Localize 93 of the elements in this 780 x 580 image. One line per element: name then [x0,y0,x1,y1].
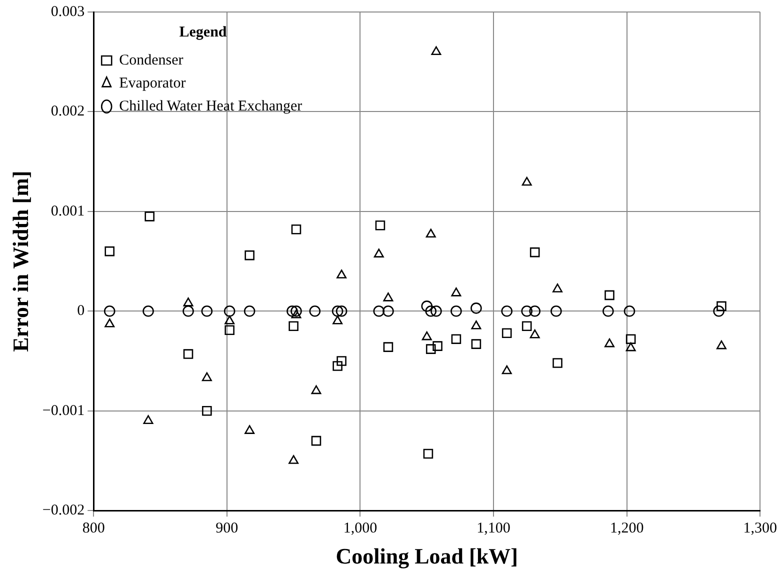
point [423,448,434,459]
point [336,270,347,278]
point [422,331,432,340]
point [426,344,436,354]
point [471,339,482,349]
point [202,372,212,382]
legend-title: Legend [179,24,228,40]
point [522,321,532,332]
legend-label: Evaporator [119,75,186,92]
y-tick-label: 0.001 [50,203,85,220]
y-tick-label: 0 [77,303,85,320]
point [104,306,116,317]
point [471,320,482,330]
point [332,315,343,324]
point [626,334,636,344]
point [373,306,385,317]
point [431,46,442,56]
point [451,288,462,296]
point [244,250,254,260]
point [550,306,562,317]
point [336,306,348,317]
point [244,425,255,434]
point [375,220,386,230]
point [450,306,462,317]
point [383,292,394,302]
point [202,406,212,416]
point [244,306,256,317]
point [183,298,194,306]
point [144,212,154,222]
point [288,455,299,464]
point [224,315,235,324]
point [290,306,302,317]
point [311,436,322,446]
point [502,365,512,374]
point [182,306,194,317]
point [604,290,614,300]
x-tick-label: 1,100 [476,520,510,537]
point [430,306,442,317]
point [336,356,346,366]
point [224,306,236,317]
point [201,306,213,317]
point [421,300,433,312]
point [288,321,298,332]
x-tick-label: 1,200 [610,520,644,537]
point [383,342,394,352]
point [626,342,636,352]
y-tick-label: 0.003 [50,4,85,20]
point [530,329,540,338]
point [502,328,512,338]
x-tick-label: 1,000 [343,520,378,537]
point [529,306,540,317]
point [332,361,342,371]
point [432,341,442,351]
x-tick-label: 800 [82,520,105,537]
point [716,301,726,312]
point [425,306,437,317]
point [332,306,344,317]
point [604,338,614,348]
point [224,325,234,335]
y-tick-label: −0.001 [42,402,85,419]
legend-label: Chilled Water Heat Exchanger [119,98,302,114]
point [470,302,482,314]
point [104,246,114,256]
point [501,306,512,317]
point [286,306,298,317]
point [311,385,322,394]
point [716,340,726,350]
point [624,306,636,317]
y-tick-label: −0.002 [42,502,85,519]
point [374,248,384,258]
point [104,318,115,328]
y-tick-label: 0.002 [50,104,85,120]
y-axis-title: Error in Width [m] [8,170,33,352]
point [291,310,302,318]
point [451,334,462,344]
point [530,247,540,258]
point [426,228,436,238]
point [552,358,562,368]
point [521,306,532,317]
point [143,415,154,424]
point [291,224,302,234]
point [602,306,614,317]
legend-label: Condenser [119,52,184,68]
x-axis-title: Cooling Load [kW] [336,543,518,568]
point [522,176,532,186]
point [382,306,394,317]
point [309,306,321,317]
x-tick-label: 1,300 [743,520,777,537]
point [142,306,154,317]
x-tick-label: 900 [216,520,238,537]
point [183,349,194,359]
point [713,306,724,317]
point [552,284,562,292]
